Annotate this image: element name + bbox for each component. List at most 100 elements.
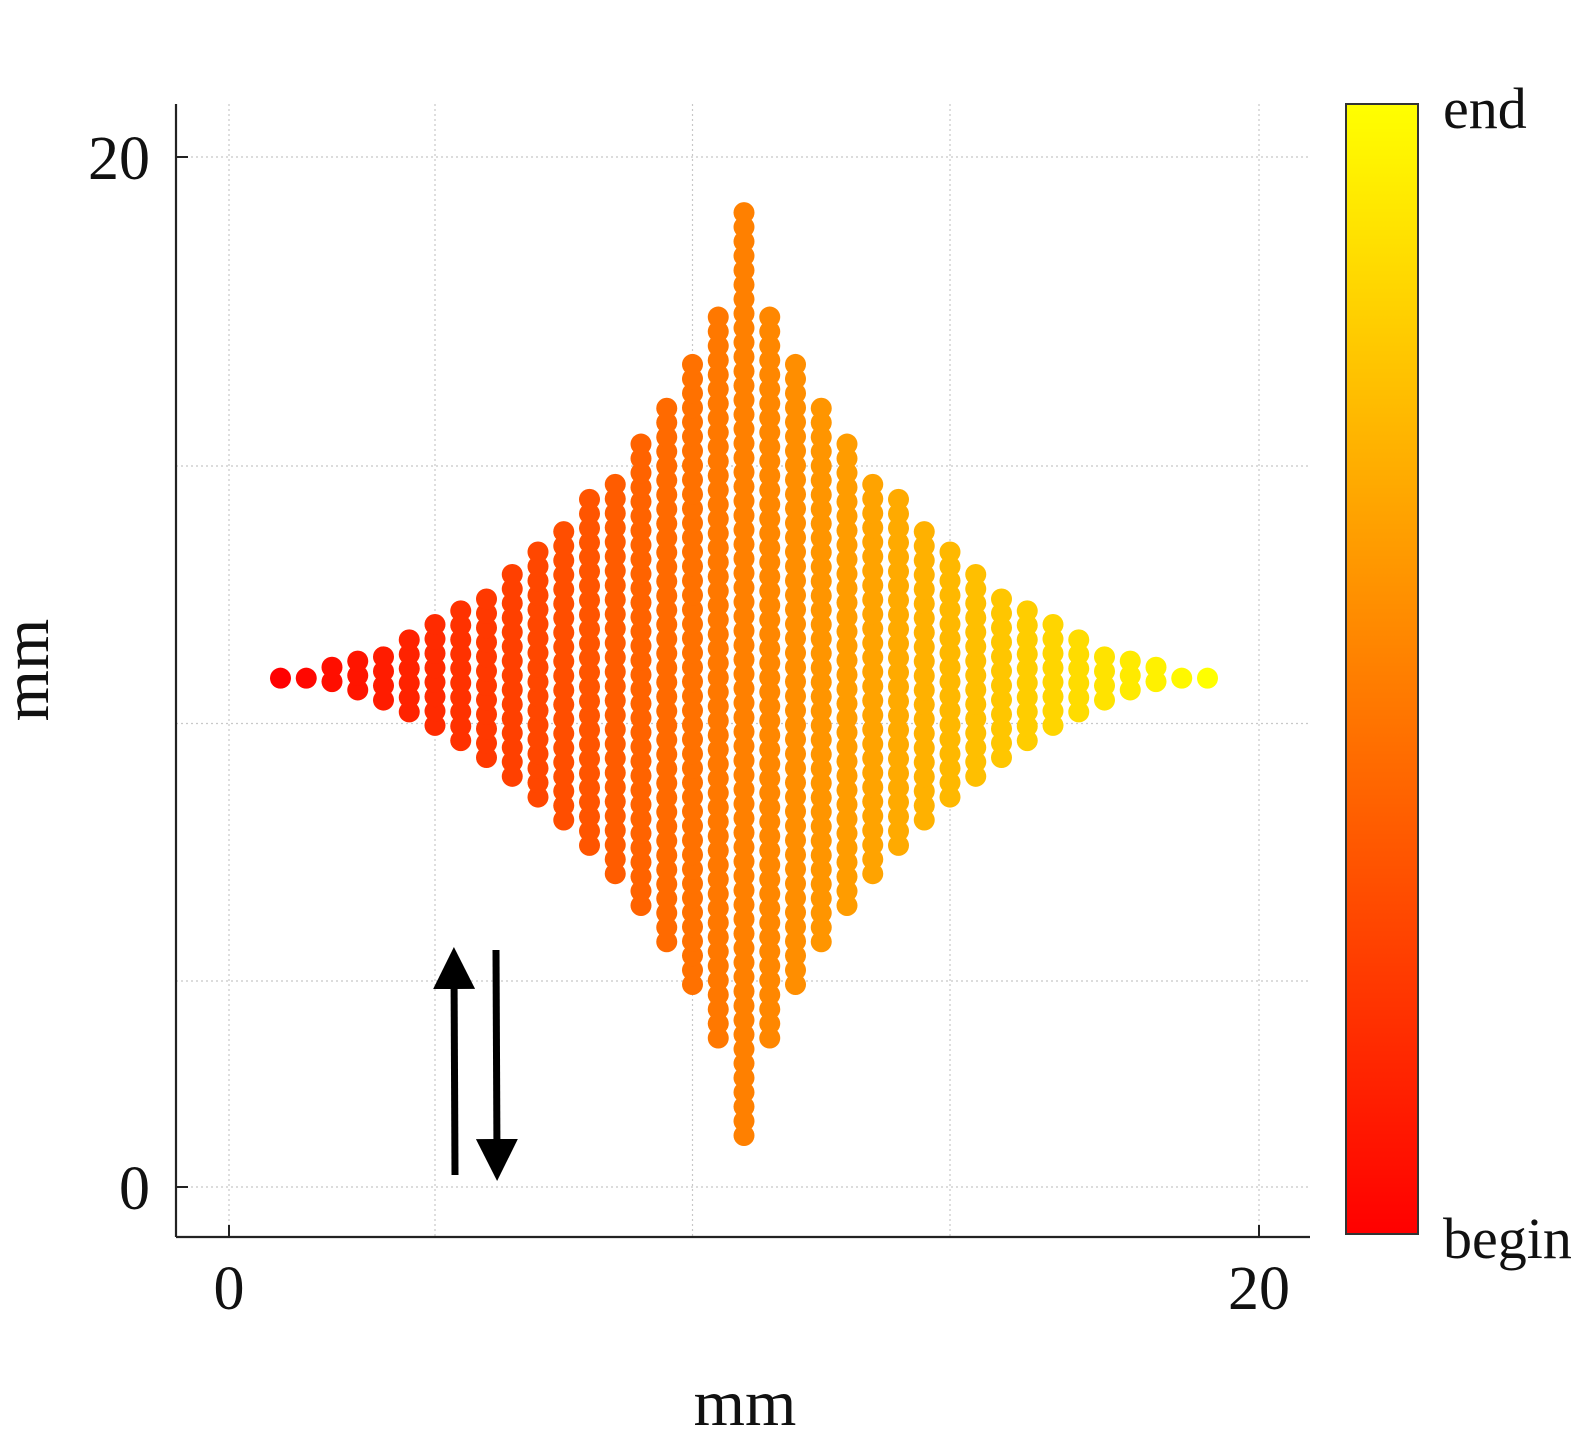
scan-point — [604, 704, 626, 726]
scan-point — [579, 633, 600, 655]
scan-point — [682, 570, 703, 592]
scan-point — [476, 646, 497, 668]
scan-point — [270, 667, 291, 689]
scan-point — [630, 837, 652, 859]
scan-point — [836, 433, 858, 455]
scan-point — [733, 548, 755, 570]
scan-point — [759, 840, 781, 862]
scan-point — [785, 526, 806, 548]
scan-point — [759, 695, 781, 717]
scan-point — [810, 873, 832, 895]
scan-point — [398, 701, 420, 723]
scan-point — [604, 848, 626, 870]
scan-point — [913, 607, 935, 629]
scan-point — [913, 751, 935, 773]
scan-point — [913, 780, 935, 802]
scan-point — [785, 570, 806, 592]
scan-point — [759, 335, 781, 357]
scan-point — [373, 660, 394, 682]
scan-point — [656, 498, 678, 520]
scan-point — [733, 447, 755, 469]
scan-point — [862, 704, 884, 726]
scan-point — [1016, 629, 1038, 651]
scan-point — [707, 306, 729, 328]
scan-point — [810, 714, 832, 736]
scan-point — [810, 585, 832, 607]
scan-point — [656, 686, 678, 708]
scan-point — [656, 642, 678, 664]
scan-point — [630, 621, 652, 643]
scan-point — [450, 629, 472, 651]
scan-point — [810, 455, 832, 477]
scan-point — [476, 747, 497, 769]
scan-point — [733, 894, 755, 916]
scan-point — [682, 483, 703, 505]
scan-point — [398, 672, 420, 694]
scan-point — [785, 685, 806, 707]
scan-point — [733, 591, 755, 613]
scan-point — [527, 570, 549, 592]
scan-point — [836, 721, 858, 743]
scan-point — [991, 747, 1012, 769]
scan-point — [1042, 657, 1064, 679]
scan-point — [862, 545, 884, 567]
scan-point — [888, 791, 909, 813]
scan-point — [733, 1096, 755, 1118]
scan-point — [759, 378, 781, 400]
scan-point — [733, 216, 755, 238]
scan-point — [656, 397, 678, 419]
scan-point — [888, 806, 909, 828]
scan-point — [785, 671, 806, 693]
scan-point — [759, 537, 781, 559]
scan-point — [707, 479, 729, 501]
scan-point — [733, 202, 755, 224]
scan-point — [862, 863, 884, 885]
scan-point — [707, 767, 729, 789]
scan-point — [759, 883, 781, 905]
scan-point — [1068, 658, 1090, 680]
scan-point — [888, 647, 909, 669]
scan-point — [656, 714, 678, 736]
scan-point — [810, 541, 832, 563]
scan-point — [682, 945, 703, 967]
scan-point — [836, 750, 858, 772]
scan-point — [836, 534, 858, 556]
scan-point — [733, 375, 755, 397]
scan-point — [785, 642, 806, 664]
scan-point — [682, 757, 703, 779]
scan-point — [733, 995, 755, 1017]
scan-point — [759, 421, 781, 443]
scan-point — [630, 635, 652, 657]
scan-point — [579, 777, 600, 799]
scan-point — [733, 923, 755, 945]
scan-point — [888, 633, 909, 655]
scan-point — [810, 513, 832, 535]
scan-point — [733, 1067, 755, 1089]
scan-point — [913, 694, 935, 716]
scan-point — [759, 508, 781, 530]
scan-point — [785, 454, 806, 476]
scan-point — [759, 782, 781, 804]
scan-point — [991, 602, 1012, 624]
scan-point — [604, 488, 626, 510]
scan-point — [810, 657, 832, 679]
axis-ticks: 0 20 0 20 — [88, 125, 1290, 1323]
scan-point — [810, 614, 832, 636]
scan-point — [759, 984, 781, 1006]
scan-point — [759, 868, 781, 890]
scan-point — [373, 646, 394, 668]
scan-point — [527, 671, 549, 693]
scan-point — [785, 728, 806, 750]
scan-point — [707, 811, 729, 833]
scan-point — [501, 636, 523, 658]
scan-point — [553, 737, 575, 759]
scan-point — [733, 966, 755, 988]
scan-point — [810, 844, 832, 866]
scan-point — [862, 762, 884, 784]
axes — [174, 104, 1310, 1239]
scan-point — [707, 508, 729, 530]
scan-point — [759, 609, 781, 631]
colorbar: end begin — [1345, 76, 1572, 1271]
scan-point — [733, 620, 755, 642]
scan-point — [707, 450, 729, 472]
